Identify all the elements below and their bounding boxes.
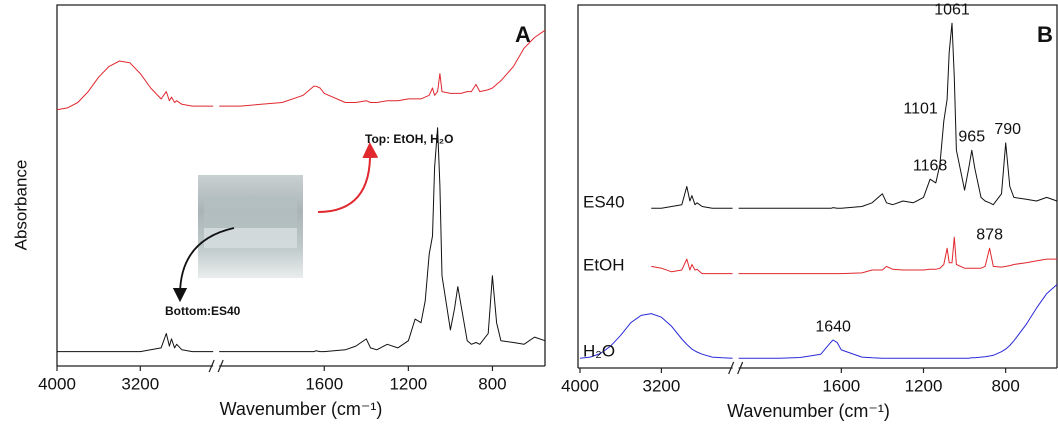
- panel-label: A: [515, 22, 531, 47]
- series-label: Top: EtOH, H₂O: [365, 132, 453, 146]
- x-tick-label: 800: [991, 376, 1019, 395]
- x-tick-label: 3200: [121, 374, 159, 393]
- peak-label: 878: [976, 226, 1003, 243]
- x-tick-label: 1200: [389, 374, 427, 393]
- peak-label: 1061: [934, 1, 970, 18]
- series-label: Bottom:ES40: [165, 304, 241, 318]
- spectrum-line: [651, 22, 1058, 209]
- photo-inset: [172, 142, 379, 303]
- axis-break: [728, 361, 744, 375]
- x-axis-title: Wavenumber (cm⁻¹): [220, 399, 383, 419]
- peak-label: 790: [994, 121, 1021, 138]
- peak-label: 1640: [815, 318, 851, 335]
- peak-label: 965: [958, 128, 985, 145]
- panel: 4000 3200 1600 1200 800 Wavenumber (cm⁻¹) B ES4…: [561, 1, 1058, 421]
- frame: [56, 4, 546, 366]
- x-tick-label: 800: [478, 374, 506, 393]
- frame: [577, 4, 1058, 368]
- series-label: EtOH: [583, 255, 625, 274]
- y-axis-title: Absorbance: [11, 160, 30, 251]
- x-tick-label: 1600: [305, 374, 343, 393]
- axis-break: [208, 359, 224, 373]
- spectrum-line: [57, 127, 546, 353]
- spectrum-line: [651, 236, 1057, 275]
- panel-label: B: [1037, 22, 1053, 47]
- x-tick-label: 4000: [561, 376, 599, 395]
- x-tick-label: 4000: [38, 374, 76, 393]
- x-tick-label: 3200: [642, 376, 680, 395]
- series-label: ES40: [583, 192, 625, 211]
- x-axis-title: Wavenumber (cm⁻¹): [727, 401, 890, 421]
- x-tick-label: 1200: [905, 376, 943, 395]
- spectrum-line: [579, 284, 1058, 359]
- series-label: H₂O: [583, 341, 615, 360]
- peak-label: 1101: [903, 100, 938, 117]
- peak-label: 1168: [913, 157, 948, 174]
- spectrum-line: [56, 29, 546, 111]
- x-tick-label: 1600: [822, 376, 860, 395]
- panel: 4000 3200 1600 1200 800 Wavenumber (cm⁻¹) Abso…: [11, 4, 546, 419]
